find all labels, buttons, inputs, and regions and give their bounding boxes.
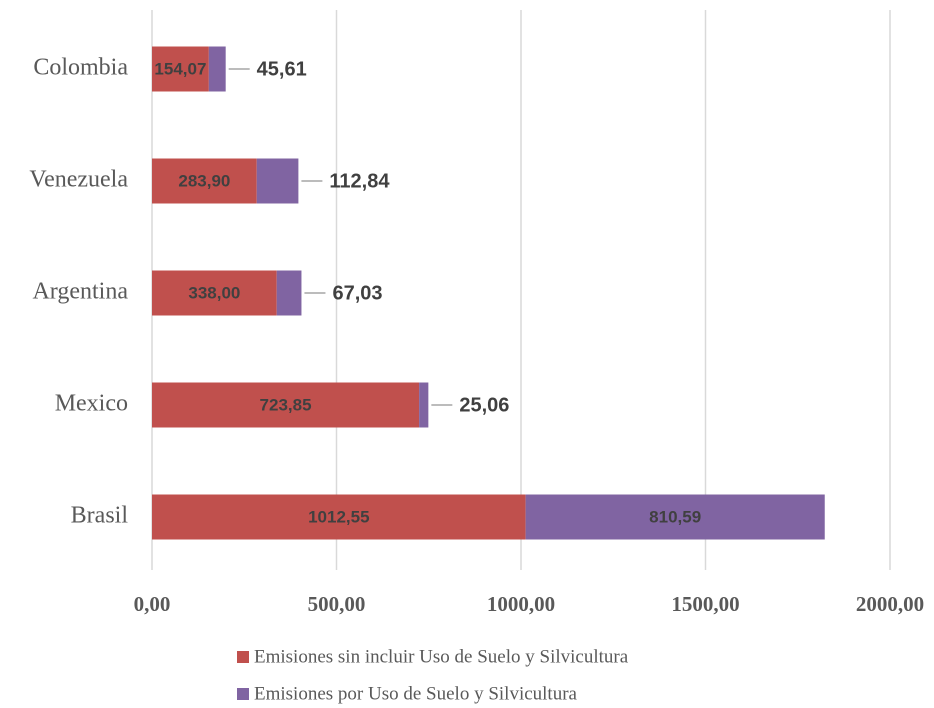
x-tick-label: 1500,00 (671, 592, 739, 616)
bar-segment (152, 382, 420, 428)
data-label: 338,00 (188, 283, 240, 302)
x-tick-label: 1000,00 (487, 592, 555, 616)
legend-swatch (237, 651, 249, 663)
bar-segment (525, 494, 825, 540)
bar-segment (256, 158, 299, 204)
data-label: 154,07 (154, 59, 206, 78)
bar-segment (152, 46, 209, 92)
legend-label: Emisiones sin incluir Uso de Suelo y Sil… (254, 646, 629, 667)
data-label: 67,03 (332, 282, 382, 304)
x-tick-label: 500,00 (308, 592, 366, 616)
data-label: 723,85 (260, 395, 312, 414)
data-label: 1012,55 (308, 507, 369, 526)
data-label: 45,61 (257, 58, 307, 80)
bar-segment (419, 382, 429, 428)
category-label: Argentina (32, 279, 128, 305)
data-label: 112,84 (329, 170, 390, 192)
legend-swatch (237, 688, 249, 700)
bar-segment (208, 46, 226, 92)
bar-segment (276, 270, 302, 316)
data-label: 810,59 (649, 507, 701, 526)
x-tick-label: 0,00 (134, 592, 171, 616)
category-label: Brasil (71, 503, 129, 529)
bar-segment (152, 270, 277, 316)
category-label: Colombia (33, 55, 128, 81)
bar-segment (152, 494, 526, 540)
x-tick-label: 2000,00 (856, 592, 924, 616)
data-label: 25,06 (459, 394, 509, 416)
category-label: Venezuela (29, 167, 128, 193)
category-label: Mexico (55, 391, 128, 417)
legend-label: Emisiones por Uso de Suelo y Silvicultur… (254, 683, 578, 704)
data-label: 283,90 (178, 171, 230, 190)
bar-segment (152, 158, 257, 204)
